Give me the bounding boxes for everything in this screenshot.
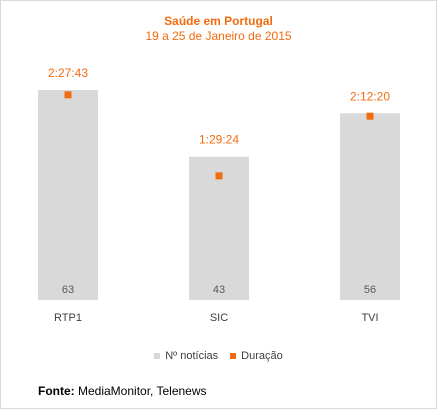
category-label: SIC (210, 312, 228, 324)
bar-value-label: 63 (62, 284, 74, 296)
legend-item-duracao: Duração (230, 350, 283, 362)
chart-title: Saúde em Portugal (164, 14, 273, 28)
source-text: MediaMonitor, Telenews (78, 384, 207, 398)
chart-subtitle: 19 a 25 de Janeiro de 2015 (145, 29, 292, 43)
legend-swatch-noticias (154, 353, 161, 359)
legend-swatch-duracao (230, 353, 237, 359)
category-label: RTP1 (54, 312, 82, 324)
bar-tvi (340, 113, 400, 300)
duration-point (215, 172, 223, 180)
legend-label-duracao: Duração (241, 350, 283, 362)
legend-item-noticias: Nº notícias (154, 350, 218, 362)
source-label: Fonte: (38, 384, 75, 398)
duration-point (64, 91, 72, 99)
duration-label: 2:27:43 (48, 66, 88, 80)
duration-point (366, 112, 374, 120)
duration-label: 2:12:20 (350, 89, 390, 103)
bar-value-label: 56 (364, 284, 376, 296)
legend-label-noticias: Nº notícias (165, 350, 219, 362)
bar-rtp1 (38, 90, 98, 300)
bar-sic (189, 156, 249, 300)
bar-value-label: 43 (213, 284, 225, 296)
source-note: Fonte: MediaMonitor, Telenews (38, 384, 207, 398)
chart-legend: Nº notícias Duração (0, 350, 437, 362)
category-label: TVI (361, 312, 378, 324)
duration-label: 1:29:24 (199, 133, 239, 147)
